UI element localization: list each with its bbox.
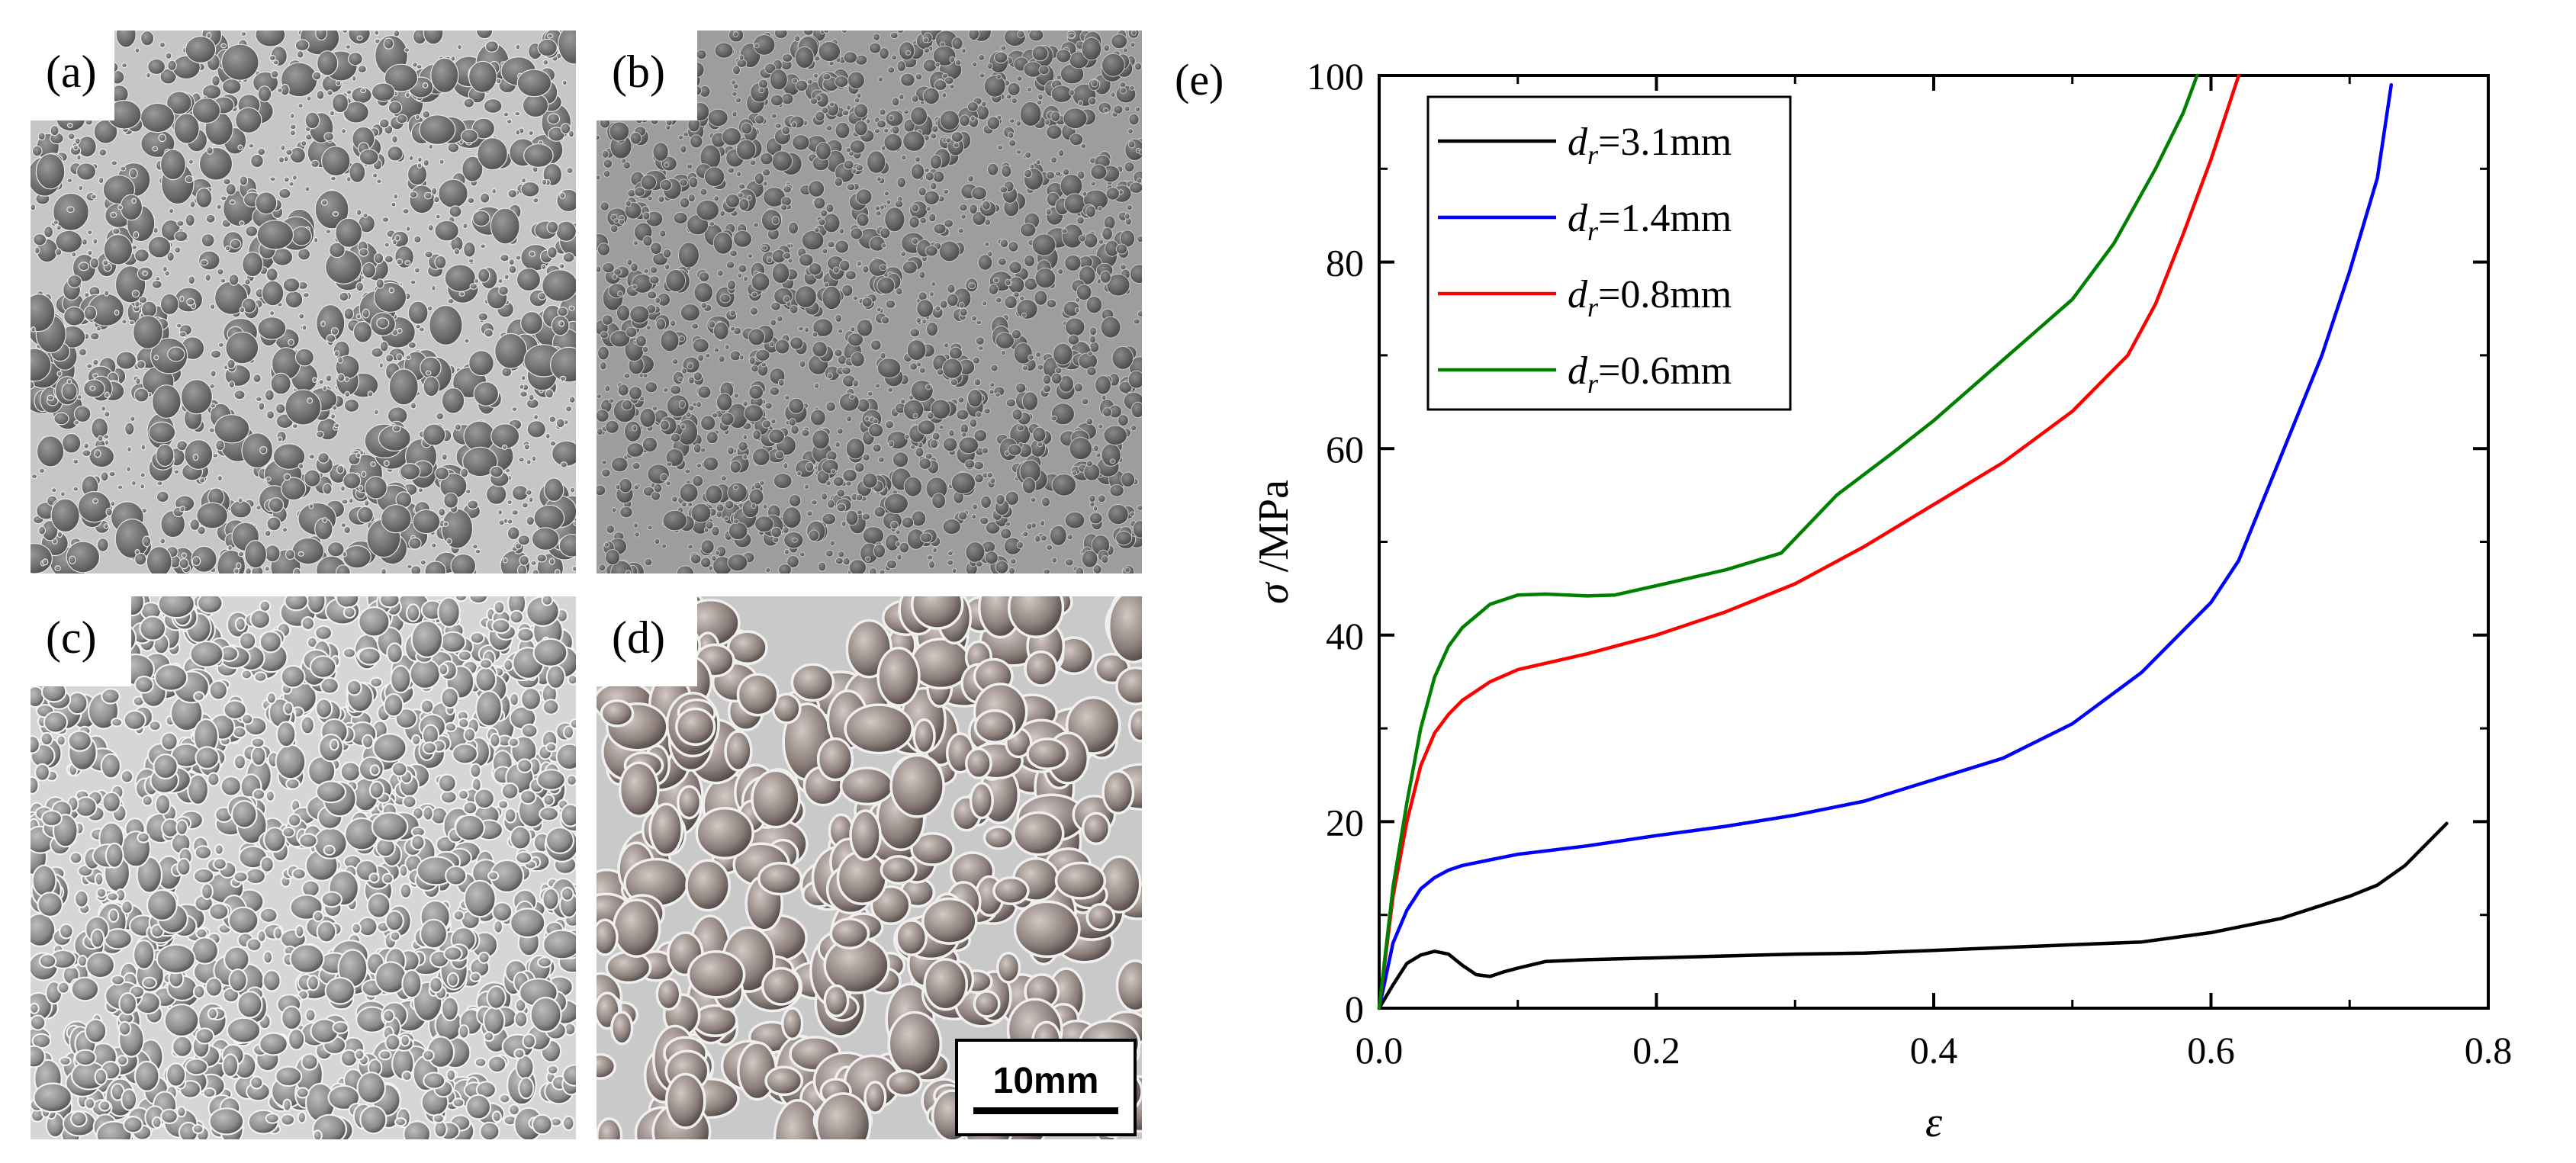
legend-box xyxy=(1426,95,1792,411)
x-tick-label: 0.4 xyxy=(1910,1029,1958,1071)
series-line-4 xyxy=(1377,73,2199,1010)
panel-label-b: (b) xyxy=(597,31,697,120)
y-tick-label: 0 xyxy=(1345,988,1364,1030)
legend-label-4: dr=0.6mm xyxy=(1568,349,1732,399)
scale-bar: 10mm xyxy=(955,1039,1137,1136)
legend-label-3: dr=0.8mm xyxy=(1568,273,1732,323)
legend-label-2: dr=1.4mm xyxy=(1568,197,1732,246)
y-tick-label: 40 xyxy=(1326,615,1364,657)
series-line-3 xyxy=(1377,73,2241,1010)
x-tick-label: 0.2 xyxy=(1632,1029,1680,1071)
scale-bar-line xyxy=(973,1107,1118,1114)
panel-label-d: (d) xyxy=(597,596,697,686)
y-tick-label: 80 xyxy=(1326,242,1364,284)
y-axis-symbol: σ xyxy=(1250,572,1298,604)
scale-bar-label: 10mm xyxy=(992,1060,1099,1101)
y-tick-label: 100 xyxy=(1307,55,1364,98)
legend-label-1: dr=3.1mm xyxy=(1568,120,1732,170)
y-tick-label: 20 xyxy=(1326,801,1364,843)
panel-label-a: (a) xyxy=(31,31,114,120)
foam-image-b xyxy=(597,31,1142,573)
x-tick-label: 0.8 xyxy=(2465,1029,2513,1071)
plot-frame xyxy=(1378,74,2490,1010)
y-axis-unit: /MPa xyxy=(1250,480,1298,572)
x-tick-label: 0.0 xyxy=(1356,1029,1404,1071)
series-line-2 xyxy=(1377,82,2394,1010)
x-tick-label: 0.6 xyxy=(2187,1029,2235,1071)
x-axis-label: ε xyxy=(1925,1099,1943,1146)
y-axis-label: σ /MPa xyxy=(1250,480,1298,604)
series-line-1 xyxy=(1377,821,2449,1010)
panel-label-c: (c) xyxy=(31,596,131,686)
y-tick-label: 60 xyxy=(1326,428,1364,471)
panel-label-e: (e) xyxy=(1175,55,1224,104)
foam-pores xyxy=(597,31,1142,573)
